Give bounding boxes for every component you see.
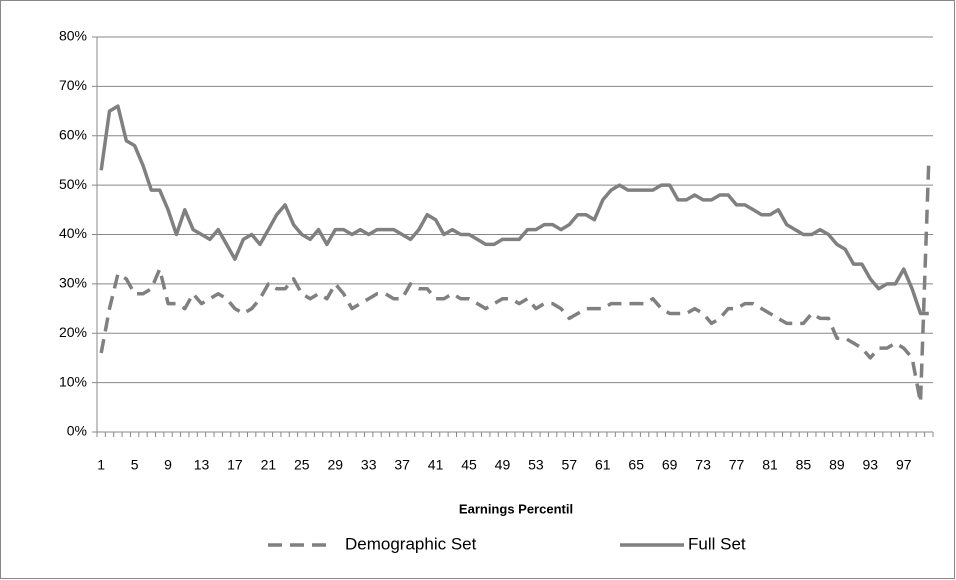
x-tick-label: 85 xyxy=(796,457,812,473)
y-tick-label: 20% xyxy=(59,324,87,340)
y-tick-label: 60% xyxy=(59,126,87,142)
y-tick-label: 70% xyxy=(59,77,87,93)
x-tick-label: 1 xyxy=(97,457,105,473)
x-tick-label: 5 xyxy=(131,457,139,473)
x-tick-label: 9 xyxy=(164,457,172,473)
y-tick-label: 40% xyxy=(59,225,87,241)
x-axis-title: Earnings Percentil xyxy=(459,501,573,516)
x-tick-label: 81 xyxy=(762,457,778,473)
y-tick-label: 50% xyxy=(59,176,87,192)
x-tick-label: 97 xyxy=(896,457,912,473)
legend-label: Full Set xyxy=(688,534,746,553)
x-tick-label: 73 xyxy=(695,457,711,473)
y-tick-label: 0% xyxy=(67,423,87,439)
x-tick-label: 49 xyxy=(495,457,511,473)
x-tick-label: 41 xyxy=(428,457,444,473)
x-tick-label: 29 xyxy=(327,457,343,473)
x-tick-label: 25 xyxy=(294,457,310,473)
x-tick-label: 77 xyxy=(729,457,745,473)
x-tick-label: 69 xyxy=(662,457,678,473)
x-tick-label: 57 xyxy=(562,457,578,473)
y-tick-label: 10% xyxy=(59,373,87,389)
x-tick-label: 33 xyxy=(361,457,377,473)
x-tick-label: 65 xyxy=(628,457,644,473)
x-tick-label: 93 xyxy=(863,457,879,473)
y-tick-label: 30% xyxy=(59,275,87,291)
x-tick-label: 13 xyxy=(194,457,210,473)
x-tick-label: 61 xyxy=(595,457,611,473)
x-tick-label: 21 xyxy=(261,457,277,473)
x-tick-label: 37 xyxy=(394,457,410,473)
x-tick-label: 53 xyxy=(528,457,544,473)
y-tick-label: 80% xyxy=(59,28,87,44)
series-line xyxy=(99,104,929,316)
legend-label: Demographic Set xyxy=(345,534,477,553)
x-tick-label: 89 xyxy=(829,457,845,473)
x-tick-label: 17 xyxy=(227,457,243,473)
x-tick-label: 45 xyxy=(461,457,477,473)
series-line xyxy=(99,160,931,405)
